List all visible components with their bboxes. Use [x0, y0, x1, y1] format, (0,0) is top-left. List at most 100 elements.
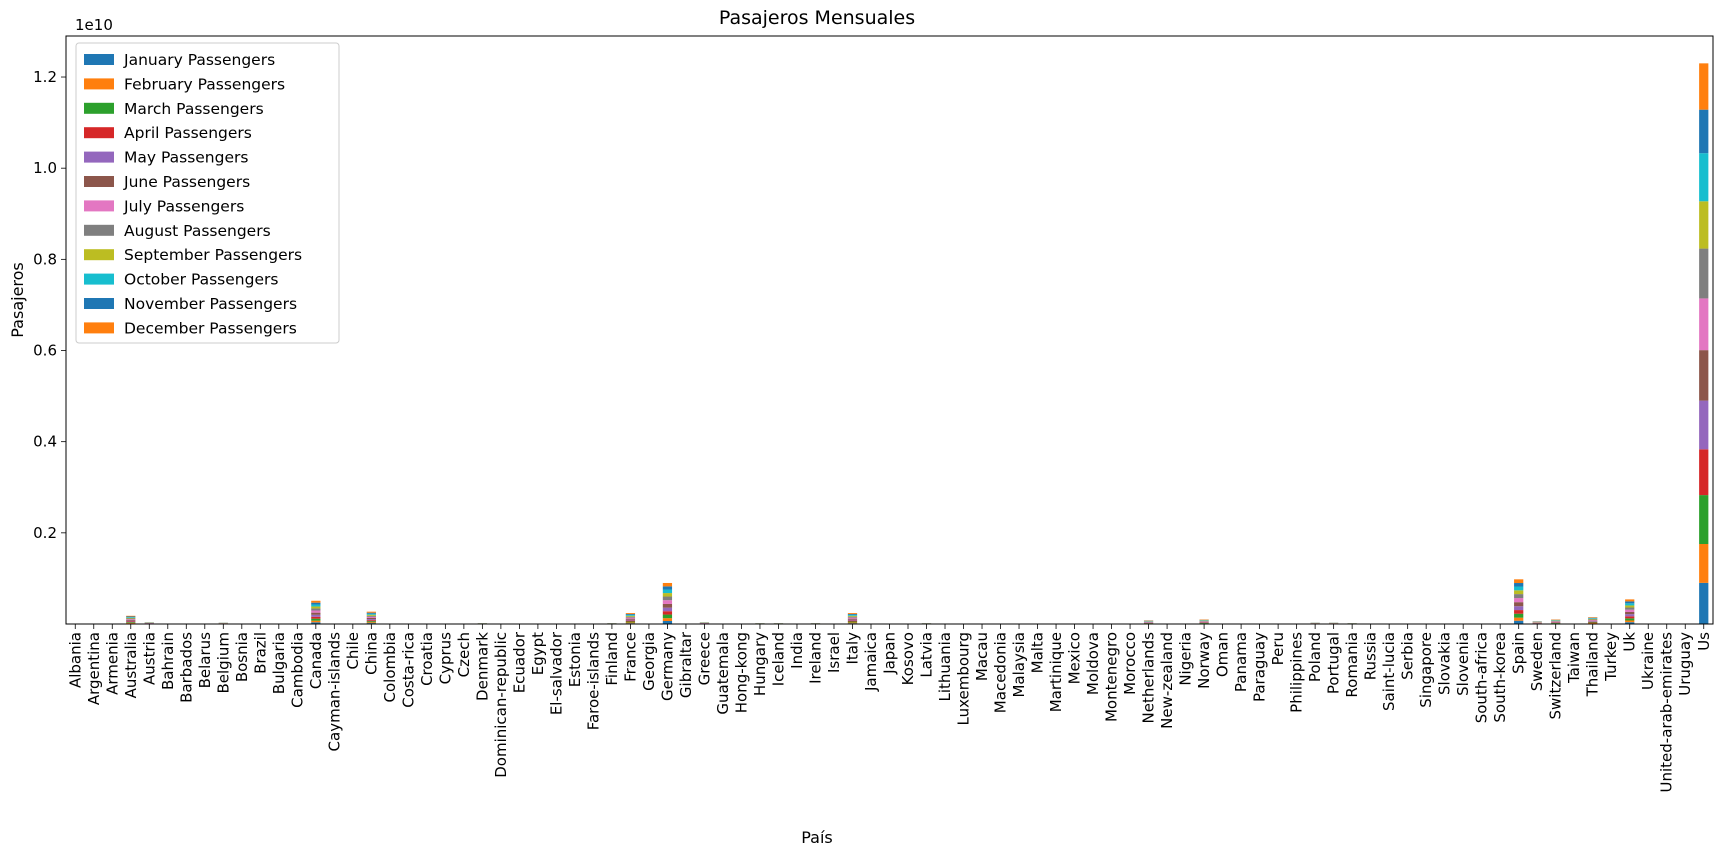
- bar-thailand-m11: [1588, 617, 1598, 619]
- bar-australia-m9: [126, 617, 136, 619]
- x-tick-label: Luxembourg: [955, 632, 973, 726]
- chart-title: Pasajeros Mensuales: [719, 7, 915, 29]
- x-tick-label: Armenia: [103, 632, 121, 695]
- x-tick-label: Brazil: [251, 632, 269, 674]
- legend-entry: March Passengers: [124, 100, 264, 118]
- bar-us-m4: [1699, 449, 1709, 496]
- x-tick-label: New-zealand: [1158, 632, 1176, 729]
- x-tick-label: United-arab-emirates: [1658, 632, 1676, 793]
- x-tick-label: Belgium: [214, 632, 232, 694]
- x-tick-label: Montenegro: [1103, 632, 1121, 722]
- x-tick-label: Latvia: [918, 632, 936, 678]
- bar-spain-m1: [1514, 620, 1524, 624]
- bar-france-m11: [625, 613, 636, 615]
- bar-spain-m11: [1514, 583, 1524, 587]
- bar-china-m8: [366, 615, 376, 617]
- y-tick-label: 1.0: [33, 159, 57, 177]
- x-tick-label: Martinique: [1047, 632, 1065, 712]
- x-tick-label: Chile: [344, 632, 362, 670]
- x-tick-label: Georgia: [640, 632, 658, 691]
- bar-us-m9: [1699, 201, 1709, 249]
- bar-china-m9: [366, 614, 376, 616]
- x-tick-label: Bulgaria: [270, 632, 288, 694]
- x-tick-label: India: [788, 632, 806, 669]
- x-tick-label: Macedonia: [992, 632, 1010, 713]
- bar-france-m3: [625, 621, 636, 623]
- bar-france-m8: [625, 616, 636, 618]
- x-tick-label: South-africa: [1473, 632, 1491, 723]
- bar-us-m5: [1699, 400, 1709, 450]
- legend-entry: September Passengers: [124, 246, 302, 264]
- bar-spain-m10: [1514, 586, 1524, 591]
- bar-italy-m9: [847, 615, 858, 617]
- x-tick-label: El-salvador: [547, 631, 565, 715]
- bar-china-m7: [366, 616, 376, 618]
- x-tick-label: Egypt: [529, 632, 547, 675]
- bar-spain-m7: [1514, 598, 1524, 603]
- y-scale-label: 1e10: [75, 16, 113, 34]
- y-tick-label: 0.4: [33, 433, 57, 451]
- x-tick-label: Cayman-islands: [325, 632, 343, 752]
- bar-australia-m11: [126, 616, 136, 618]
- bar-germany-m6: [662, 603, 673, 608]
- bar-us-m6: [1699, 350, 1709, 401]
- bar-australia-m10: [126, 617, 136, 618]
- bar-thailand-m5: [1588, 621, 1598, 622]
- bar-australia-m7: [126, 619, 136, 620]
- x-tick-label: Austria: [140, 632, 158, 685]
- legend-swatch: [84, 322, 114, 334]
- bar-france-m6: [625, 618, 636, 620]
- legend-entry: February Passengers: [124, 75, 285, 93]
- bar-canada-m12: [311, 600, 321, 603]
- x-tick-label: Barbados: [177, 632, 195, 703]
- x-tick-label: Sweden: [1528, 632, 1546, 691]
- y-axis-label: Pasajeros: [8, 262, 27, 338]
- bar-spain-m8: [1514, 594, 1524, 599]
- bar-thailand-m9: [1588, 618, 1598, 620]
- x-tick-label: Spain: [1510, 632, 1528, 674]
- bar-germany-m11: [662, 586, 673, 590]
- x-tick-label: Paraguay: [1251, 632, 1269, 702]
- x-tick-label: Italy: [843, 632, 861, 665]
- bar-italy-m4: [847, 620, 858, 622]
- bar-china-m10: [366, 613, 376, 615]
- x-tick-label: Gibraltar: [677, 631, 695, 698]
- bar-australia-m2: [126, 622, 136, 624]
- x-tick-label: Norway: [1195, 632, 1213, 689]
- x-tick-label: Hong-kong: [732, 632, 750, 713]
- bar-uk-m9: [1625, 605, 1635, 608]
- legend-entry: June Passengers: [123, 173, 250, 191]
- bar-uk-m4: [1625, 616, 1635, 619]
- x-tick-label: Netherlands: [1140, 632, 1158, 724]
- x-tick-label: Uruguay: [1676, 632, 1694, 696]
- bar-germany-m7: [662, 600, 673, 604]
- x-tick-label: Greece: [695, 632, 713, 685]
- x-tick-label: Romania: [1343, 632, 1361, 698]
- bar-thailand-m6: [1588, 620, 1598, 622]
- bar-spain-m2: [1514, 617, 1524, 621]
- bar-italy-m12: [847, 613, 858, 614]
- x-tick-label: Us: [1695, 632, 1713, 651]
- x-tick-label: Uk: [1621, 632, 1639, 652]
- x-tick-label: Kosovo: [899, 632, 917, 685]
- x-tick-label: Israel: [825, 632, 843, 673]
- bar-canada-m7: [311, 610, 321, 613]
- bar-spain-m4: [1514, 610, 1524, 614]
- legend-entry: August Passengers: [124, 222, 271, 240]
- legend-entry: May Passengers: [124, 149, 248, 167]
- bar-italy-m10: [847, 614, 858, 616]
- bar-canada-m1: [311, 622, 321, 624]
- legend-swatch: [84, 78, 114, 90]
- bar-france-m10: [625, 614, 636, 616]
- x-tick-label: Moldova: [1084, 632, 1102, 695]
- legend-swatch: [84, 249, 114, 261]
- bar-us-m7: [1699, 298, 1709, 351]
- bar-australia-m8: [126, 618, 136, 620]
- x-tick-label: Ukraine: [1639, 632, 1657, 690]
- x-tick-label: Mexico: [1066, 632, 1084, 684]
- x-tick-label: Belarus: [196, 632, 214, 689]
- legend-entry: April Passengers: [124, 124, 252, 142]
- bar-canada-m9: [311, 606, 321, 609]
- legend: January Passengers February Passengers Mar…: [75, 42, 340, 344]
